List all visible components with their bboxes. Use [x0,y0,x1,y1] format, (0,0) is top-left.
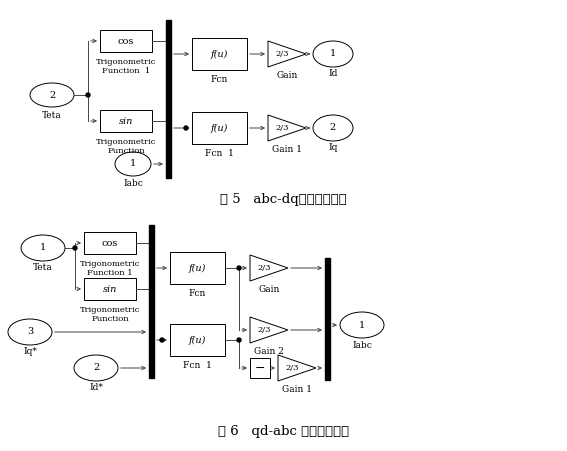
Text: Function  1: Function 1 [102,67,150,75]
Ellipse shape [340,312,384,338]
Text: Gain 1: Gain 1 [282,386,312,395]
Bar [84,232,136,254]
Text: Trigonometric: Trigonometric [80,260,140,268]
Text: sin: sin [119,116,133,125]
Text: 2: 2 [93,364,99,373]
Text: 1: 1 [359,321,365,330]
Text: Id*: Id* [89,383,103,392]
Text: Teta: Teta [42,110,62,120]
Ellipse shape [115,152,151,176]
Text: Function 1: Function 1 [87,269,133,277]
Bar [100,110,152,132]
Text: Id: Id [328,69,338,78]
Text: 1: 1 [330,50,336,59]
Text: 1: 1 [40,244,46,253]
Bar [149,225,154,378]
Text: Iq: Iq [328,143,338,152]
Circle shape [160,338,164,342]
Text: Iabc: Iabc [123,179,143,188]
Text: f(u): f(u) [211,124,228,133]
Text: 2: 2 [49,91,55,100]
Text: Trigonometric: Trigonometric [96,58,156,66]
Bar [192,112,247,144]
Text: 2: 2 [330,124,336,133]
Text: Teta: Teta [33,263,53,272]
Text: 1: 1 [130,160,136,169]
Text: Gain: Gain [259,285,280,295]
Circle shape [237,266,241,270]
Circle shape [86,93,90,97]
Text: Trigonometric: Trigonometric [80,306,140,314]
Bar [250,358,270,378]
Text: Trigonometric: Trigonometric [96,138,156,146]
Bar [170,252,225,284]
Text: f(u): f(u) [189,336,206,345]
Bar [166,20,171,178]
Text: sin: sin [103,285,117,294]
Polygon shape [268,41,306,67]
Text: 3: 3 [27,327,33,336]
Ellipse shape [8,319,52,345]
Ellipse shape [313,41,353,67]
Text: Function: Function [91,315,129,323]
Ellipse shape [313,115,353,141]
Text: 2/3: 2/3 [286,364,299,372]
Text: 2/3: 2/3 [257,326,271,334]
Text: 2/3: 2/3 [276,124,289,132]
Circle shape [73,246,77,250]
Text: cos: cos [118,37,134,46]
Polygon shape [278,355,316,381]
Text: Fcn: Fcn [189,289,206,298]
Circle shape [237,338,241,342]
Bar [192,38,247,70]
Text: Iabc: Iabc [352,341,372,350]
Text: Gain 2: Gain 2 [254,348,284,356]
Polygon shape [250,255,288,281]
Text: 2/3: 2/3 [276,50,289,58]
Text: 2/3: 2/3 [257,264,271,272]
Circle shape [184,126,188,130]
Polygon shape [268,115,306,141]
Bar [84,278,136,300]
Bar [100,30,152,52]
Ellipse shape [30,83,74,107]
Text: f(u): f(u) [189,263,206,272]
Text: cos: cos [102,239,118,248]
Text: 图 6   qd-abc 变换模块模型: 图 6 qd-abc 变换模块模型 [218,425,349,438]
Text: Fcn: Fcn [211,74,228,83]
Text: Iq*: Iq* [23,348,37,356]
Text: Fcn  1: Fcn 1 [183,360,212,369]
Ellipse shape [74,355,118,381]
Polygon shape [250,317,288,343]
Text: Fcn  1: Fcn 1 [205,148,234,157]
Text: Gain 1: Gain 1 [272,146,302,155]
Bar [170,324,225,356]
Ellipse shape [21,235,65,261]
Bar [325,258,330,380]
Text: Gain: Gain [276,72,298,80]
Text: 图 5   abc-dq转换模块模型: 图 5 abc-dq转换模块模型 [220,193,347,207]
Text: Function: Function [107,147,145,155]
Text: f(u): f(u) [211,50,228,59]
Text: −: − [255,362,265,374]
